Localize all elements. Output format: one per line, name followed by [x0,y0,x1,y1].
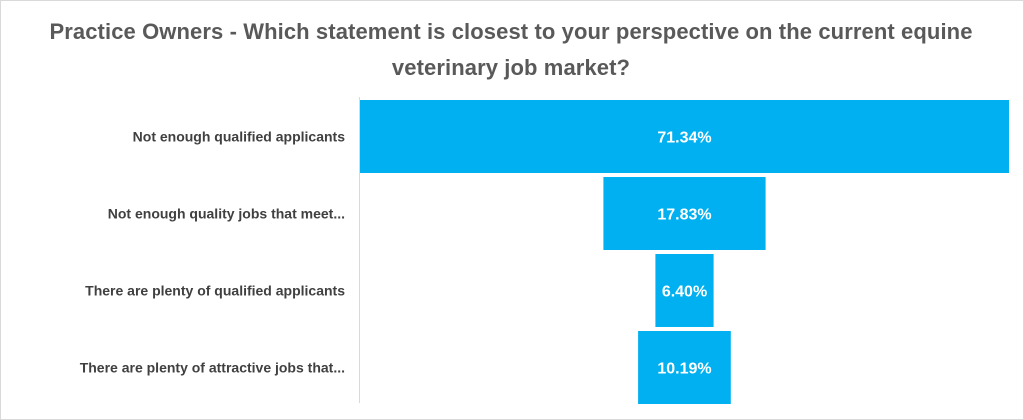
category-label: There are plenty of qualified applicants [85,283,345,299]
funnel-bar [638,331,731,404]
value-label: 17.83% [657,207,711,224]
value-labels-group: 71.34% 17.83% 6.40% 10.19% [657,130,711,378]
funnel-bar [655,254,714,327]
value-label: 71.34% [657,130,711,147]
chart-title: Practice Owners - Which statement is clo… [49,19,973,80]
funnel-bar [360,100,1009,173]
funnel-bar [603,177,766,250]
category-labels-group: Not enough qualified applicants Not enoug… [80,129,346,376]
category-label: Not enough qualified applicants [133,129,346,145]
value-label: 6.40% [662,284,707,301]
bars-group [360,100,1009,404]
value-label: 10.19% [657,361,711,378]
category-label: There are plenty of attractive jobs that… [80,360,345,376]
category-label: Not enough quality jobs that meet... [108,206,345,222]
